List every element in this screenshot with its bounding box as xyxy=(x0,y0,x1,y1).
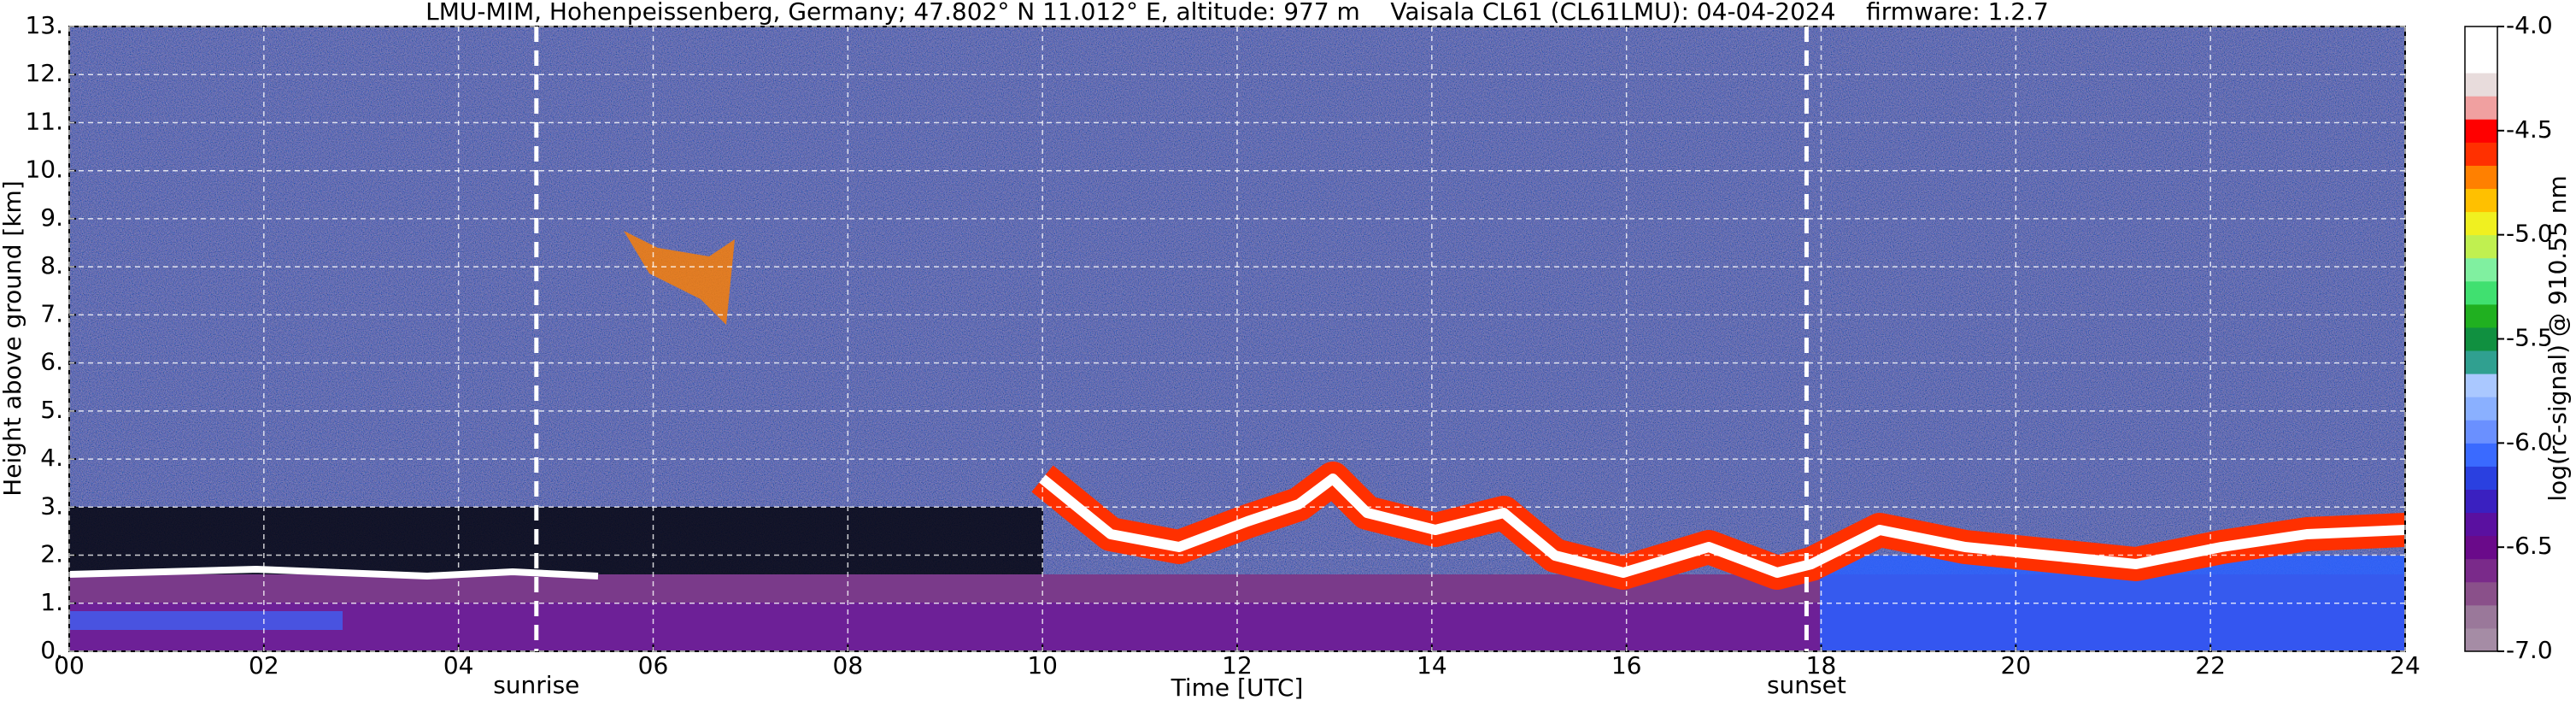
x-tick-label: 20 xyxy=(2001,651,2032,680)
colorbar-segment xyxy=(2465,627,2497,652)
x-tick-label: 18 xyxy=(1806,651,1837,680)
colorbar-segment xyxy=(2465,350,2497,374)
y-tick-label: 0. xyxy=(40,636,63,664)
x-tick-label: 02 xyxy=(249,651,279,680)
colorbar-segment xyxy=(2465,119,2497,143)
y-tick-label: 6. xyxy=(40,348,63,376)
y-tick-label: 13. xyxy=(25,11,63,39)
colorbar-tick-label: -6.0 xyxy=(2506,427,2553,456)
colorbar-segment xyxy=(2465,234,2497,259)
colorbar-segment xyxy=(2465,397,2497,421)
colorbar-segment xyxy=(2465,420,2497,444)
y-tick-label: 4. xyxy=(40,444,63,472)
colorbar-segment xyxy=(2465,443,2497,467)
colorbar-segment xyxy=(2465,327,2497,351)
annotation-label: sunset xyxy=(1767,671,1846,699)
annotation-label: sunrise xyxy=(493,671,579,699)
y-tick-label: 11. xyxy=(25,107,63,135)
y-axis-label: Height above ground [km] xyxy=(0,180,26,497)
y-tick-label: 1. xyxy=(40,588,63,616)
colorbar-segment xyxy=(2465,96,2497,120)
x-tick-label: 12 xyxy=(1222,651,1253,680)
y-tick-label: 12. xyxy=(25,59,63,87)
colorbar-segment xyxy=(2465,604,2497,629)
colorbar-tick-label: -5.5 xyxy=(2506,324,2553,352)
cirrus xyxy=(624,231,735,325)
chart-title: LMU-MIM, Hohenpeissenberg, Germany; 47.8… xyxy=(425,0,2049,26)
y-tick-label: 5. xyxy=(40,396,63,424)
colorbar-segment xyxy=(2465,73,2497,97)
x-tick-label: 00 xyxy=(54,651,85,680)
x-tick-label: 24 xyxy=(2390,651,2421,680)
y-tick-label: 7. xyxy=(40,299,63,327)
colorbar-segment xyxy=(2465,374,2497,397)
colorbar-segment xyxy=(2465,26,2497,50)
x-tick-label: 08 xyxy=(833,651,864,680)
cloud-line xyxy=(69,565,599,580)
colorbar-segment xyxy=(2465,211,2497,236)
clear-layer xyxy=(69,507,1043,575)
y-tick-label: 9. xyxy=(40,203,63,232)
x-tick-label: 16 xyxy=(1611,651,1642,680)
colorbar-segment xyxy=(2465,257,2497,282)
colorbar-tick-label: -5.0 xyxy=(2506,220,2553,248)
colorbar-segment xyxy=(2465,165,2497,190)
x-tick-label: 06 xyxy=(638,651,669,680)
x-tick-label: 10 xyxy=(1027,651,1058,680)
colorbar-segment xyxy=(2465,50,2497,74)
colorbar-segment xyxy=(2465,512,2497,537)
colorbar-label: log(rc-signal) @ 910.55 nm xyxy=(2544,175,2572,501)
colorbar-segment xyxy=(2465,558,2497,583)
x-tick-label: 04 xyxy=(443,651,474,680)
colorbar-segment xyxy=(2465,142,2497,166)
cloud-core xyxy=(1039,474,2405,578)
colorbar-tick-label: -4.5 xyxy=(2506,115,2553,144)
y-tick-label: 10. xyxy=(25,156,63,184)
low-layer xyxy=(69,611,343,630)
x-axis-label: Time [UTC] xyxy=(1171,674,1304,702)
colorbar-segment xyxy=(2465,581,2497,606)
colorbar-segment xyxy=(2465,489,2497,514)
x-tick-label: 14 xyxy=(1417,651,1447,680)
colorbar-tick-label: -4.0 xyxy=(2506,11,2553,39)
colorbar-segment xyxy=(2465,280,2497,305)
y-tick-label: 8. xyxy=(40,251,63,279)
x-tick-label: 22 xyxy=(2195,651,2226,680)
y-tick-label: 3. xyxy=(40,491,63,520)
colorbar-segment xyxy=(2465,535,2497,560)
colorbar-segment xyxy=(2465,303,2497,328)
colorbar-tick-label: -7.0 xyxy=(2506,636,2553,664)
colorbar-segment xyxy=(2465,188,2497,213)
y-tick-label: 2. xyxy=(40,540,63,568)
colorbar-segment xyxy=(2465,466,2497,490)
colorbar-tick-label: -6.5 xyxy=(2506,532,2553,560)
